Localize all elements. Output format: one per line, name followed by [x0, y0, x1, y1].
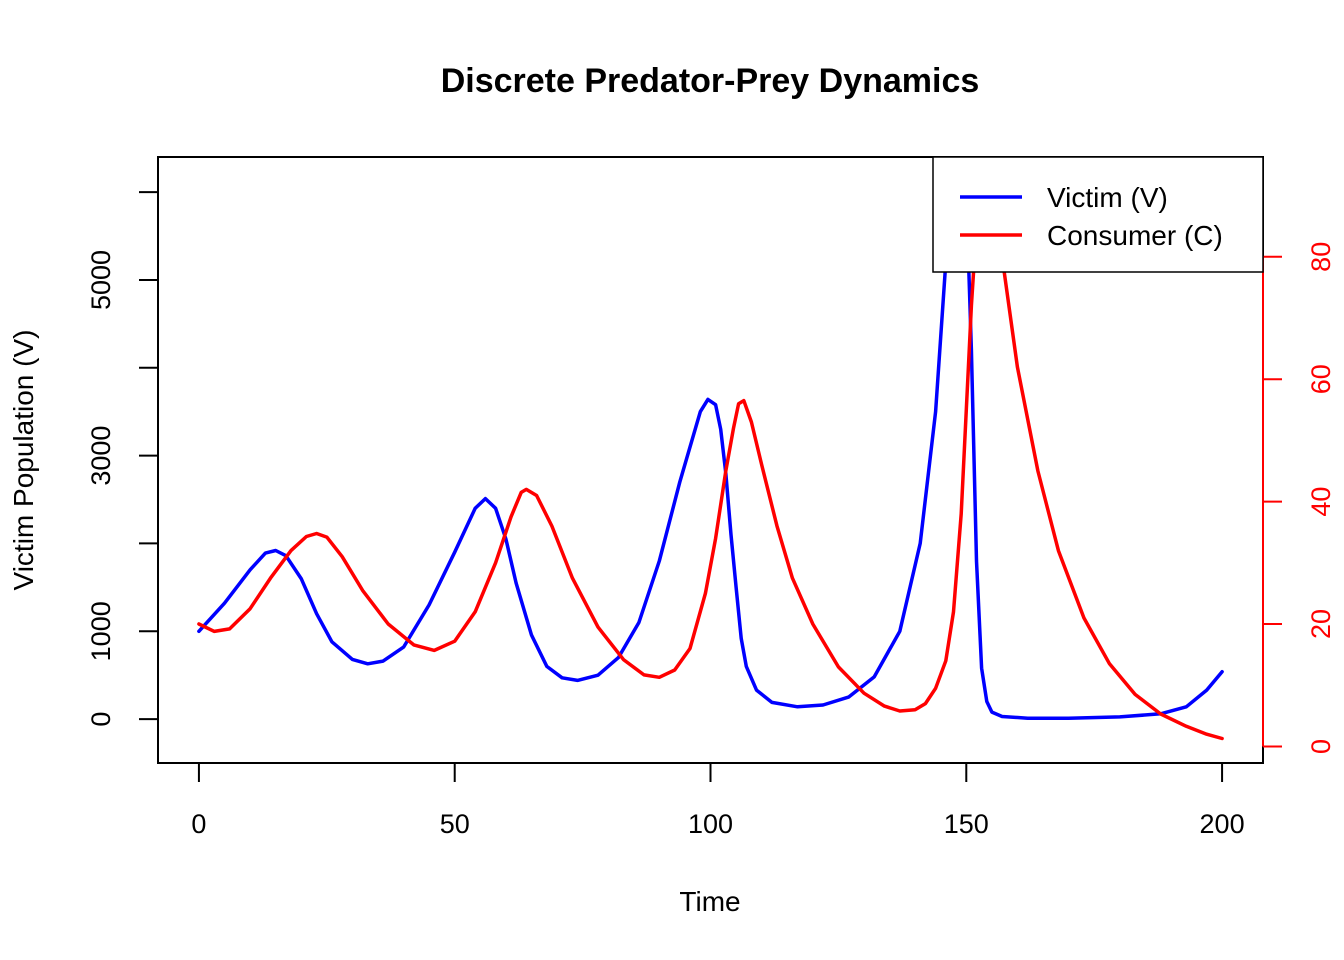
x-tick-label: 150: [944, 809, 989, 839]
legend: Victim (V) Consumer (C): [932, 156, 1264, 273]
series-line-victim: [197, 157, 1224, 720]
y-axis-label: Victim Population (V): [8, 330, 39, 591]
y2-tick-label: 80: [1306, 242, 1336, 272]
y2-tick-label: 20: [1306, 609, 1336, 639]
x-axis: 0 50 100 150 200: [191, 762, 1245, 839]
y2-tick-label: 0: [1306, 739, 1336, 754]
legend-label-victim: Victim (V): [1047, 182, 1168, 213]
chart-title: Discrete Predator-Prey Dynamics: [441, 62, 980, 100]
x-tick-label: 200: [1200, 809, 1245, 839]
x-axis-label: Time: [679, 886, 740, 917]
y-tick-label: 3000: [86, 426, 116, 486]
legend-box: [932, 156, 1264, 273]
y-axis-right: 0 20 40 60 80: [1262, 242, 1336, 754]
y2-tick-label: 40: [1306, 487, 1336, 517]
y-tick-label: 1000: [86, 601, 116, 661]
x-tick-label: 50: [440, 809, 470, 839]
x-tick-label: 100: [688, 809, 733, 839]
y-tick-label: 5000: [86, 250, 116, 310]
x-tick-label: 0: [191, 809, 206, 839]
y-tick-label: 0: [86, 712, 116, 727]
legend-label-consumer: Consumer (C): [1047, 220, 1223, 251]
y-axis-left: 0 1000 3000 5000: [86, 191, 159, 727]
y2-tick-label: 60: [1306, 364, 1336, 394]
